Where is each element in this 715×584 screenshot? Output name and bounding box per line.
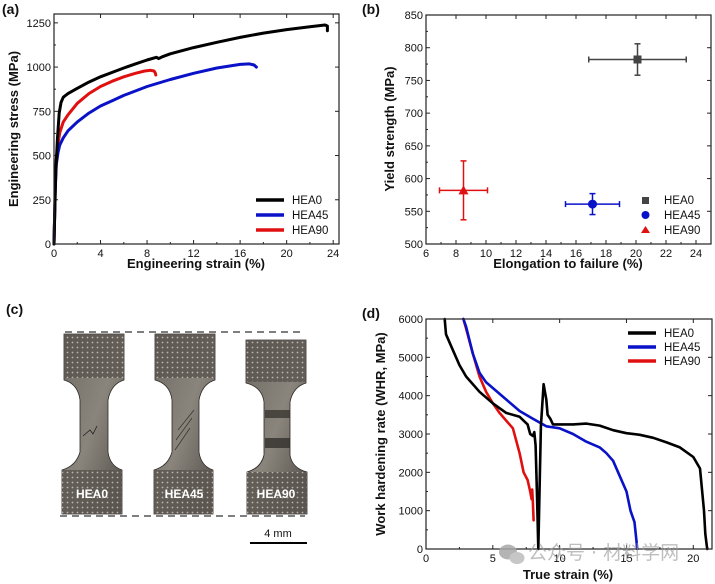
plot-frame-d bbox=[425, 318, 713, 550]
panel-d-chart: 0 5 10 15 20 0 1000 2000 3000 4000 5000 6000 True s… bbox=[373, 314, 713, 582]
y-tick-label-d: 1000 bbox=[399, 506, 423, 518]
x-tick-label-b: 10 bbox=[480, 248, 492, 260]
y-tick-label-d: 2000 bbox=[399, 467, 423, 479]
x-axis-title-a: Engineering strain (%) bbox=[127, 256, 265, 271]
panel-label-b: (b) bbox=[362, 1, 380, 17]
series-line-hea45 bbox=[52, 62, 258, 246]
legend-label-hea0: HEA0 bbox=[292, 195, 322, 207]
y-tick-label-d: 3000 bbox=[399, 429, 423, 441]
x-tick-label-a: 24 bbox=[327, 248, 339, 260]
x-tick-label-b: 16 bbox=[570, 248, 582, 260]
y-tick-label-a: 1000 bbox=[27, 62, 51, 74]
legend-label-hea90: HEA90 bbox=[664, 225, 700, 237]
plot-frame-b bbox=[425, 14, 712, 245]
legend-a: HEA0 HEA45 HEA90 bbox=[256, 195, 328, 237]
y-tick-label-a: 500 bbox=[33, 151, 51, 163]
y-tick-label-a: 250 bbox=[33, 195, 51, 207]
x-tick-label-b: 18 bbox=[600, 248, 612, 260]
y-axis-title-b: Yield strength (MPa) bbox=[382, 66, 397, 191]
watermark: 公众号 · 材料学网 bbox=[499, 542, 679, 564]
legend-marker-hea45 bbox=[641, 211, 650, 219]
x-tick-label-b: 24 bbox=[690, 248, 702, 260]
legend-label-hea45: HEA45 bbox=[664, 342, 700, 354]
x-tick-label-d: 0 bbox=[423, 553, 429, 565]
x-tick-label-b: 22 bbox=[660, 248, 672, 260]
y-tick-label-a: 750 bbox=[33, 106, 51, 118]
legend-marker-hea90 bbox=[641, 226, 650, 233]
panel-label-a: (a) bbox=[2, 1, 19, 17]
panel-label-d: (d) bbox=[362, 305, 380, 321]
y-tick-label-b: 600 bbox=[405, 174, 423, 186]
y-axis-title-a: Engineering stress (MPa) bbox=[6, 51, 21, 207]
y-tick-label-d: 6000 bbox=[399, 314, 423, 326]
specimen-label-hea90: HEA90 bbox=[257, 487, 296, 501]
y-tick-label-b: 550 bbox=[405, 206, 423, 218]
x-axis-title-d: True strain (%) bbox=[523, 567, 613, 582]
y-tick-label-d: 4000 bbox=[399, 391, 423, 403]
x-tick-label-a: 4 bbox=[97, 248, 103, 260]
x-tick-label-d: 15 bbox=[620, 553, 632, 565]
x-tick-label-a: 0 bbox=[51, 248, 57, 260]
panel-label-c: (c) bbox=[6, 301, 23, 317]
legend-label-hea90: HEA90 bbox=[292, 225, 328, 237]
y-tick-label-d: 5000 bbox=[399, 352, 423, 364]
specimen-label-hea45: HEA45 bbox=[165, 487, 204, 501]
x-tick-label-b: 8 bbox=[453, 248, 459, 260]
specimen-hea0: HEA0 bbox=[61, 333, 125, 515]
x-tick-label-a: 20 bbox=[281, 248, 293, 260]
panel-b-chart: 6 8 10 12 14 16 18 20 22 24 500 550 600 650 700 750 800 8… bbox=[382, 10, 712, 271]
x-tick-label-b: 14 bbox=[540, 248, 552, 260]
data-point-hea0 bbox=[633, 55, 642, 64]
y-tick-label-b: 700 bbox=[405, 108, 423, 120]
legend-d: HEA0 HEA45 HEA90 bbox=[628, 328, 700, 368]
panel-a-chart: 0 4 8 12 16 20 24 0 250 500 750 1000 1250 Engineerin… bbox=[6, 13, 340, 271]
specimen-label-hea0: HEA0 bbox=[76, 487, 108, 501]
y-tick-label-b: 850 bbox=[405, 10, 423, 22]
watermark-text: 公众号 · 材料学网 bbox=[528, 542, 679, 564]
legend-b: HEA0 HEA45 HEA90 bbox=[641, 195, 700, 237]
series-line-hea0 bbox=[52, 23, 329, 246]
x-axis-title-b: Elongation to failure (%) bbox=[493, 256, 643, 271]
x-tick-label-a: 12 bbox=[187, 248, 199, 260]
legend-label-hea0: HEA0 bbox=[664, 195, 694, 207]
y-tick-label-a: 1250 bbox=[27, 18, 51, 30]
data-point-hea45 bbox=[588, 199, 597, 209]
y-tick-label-d: 0 bbox=[417, 544, 423, 556]
x-tick-label-a: 16 bbox=[234, 248, 246, 260]
legend-label-hea45: HEA45 bbox=[292, 210, 328, 222]
x-tick-label-a: 8 bbox=[144, 248, 150, 260]
y-tick-label-b: 800 bbox=[405, 43, 423, 55]
legend-label-hea90: HEA90 bbox=[664, 356, 700, 368]
y-tick-label-b: 650 bbox=[405, 141, 423, 153]
specimen-hea90: HEA90 bbox=[245, 339, 308, 515]
panel-c-specimen-photo: HEA0 HEA45 HEA90 4 mm bbox=[60, 331, 308, 544]
series-line-hea0 bbox=[443, 317, 709, 551]
x-tick-label-b: 6 bbox=[423, 248, 429, 260]
x-tick-label-b: 20 bbox=[630, 248, 642, 260]
x-tick-label-d: 10 bbox=[554, 553, 566, 565]
plot-frame-a bbox=[53, 13, 340, 245]
x-tick-label-d: 5 bbox=[490, 553, 496, 565]
series-line-hea45 bbox=[462, 317, 639, 551]
y-tick-label-b: 500 bbox=[405, 239, 423, 251]
legend-label-hea45: HEA45 bbox=[664, 210, 700, 222]
x-tick-label-b: 12 bbox=[510, 248, 522, 260]
y-tick-label-a: 0 bbox=[45, 239, 51, 251]
data-point-hea90 bbox=[458, 185, 469, 195]
scale-bar-label: 4 mm bbox=[264, 528, 292, 540]
series-line-hea90 bbox=[52, 68, 158, 246]
legend-marker-hea0 bbox=[642, 197, 649, 204]
legend-label-hea0: HEA0 bbox=[664, 328, 694, 340]
specimen-hea45: HEA45 bbox=[153, 333, 216, 515]
y-tick-label-b: 750 bbox=[405, 75, 423, 87]
x-tick-label-d: 20 bbox=[687, 553, 699, 565]
wechat-icon bbox=[499, 544, 525, 564]
y-axis-title-d: Work hardening rate (WHR, MPa) bbox=[373, 332, 388, 535]
